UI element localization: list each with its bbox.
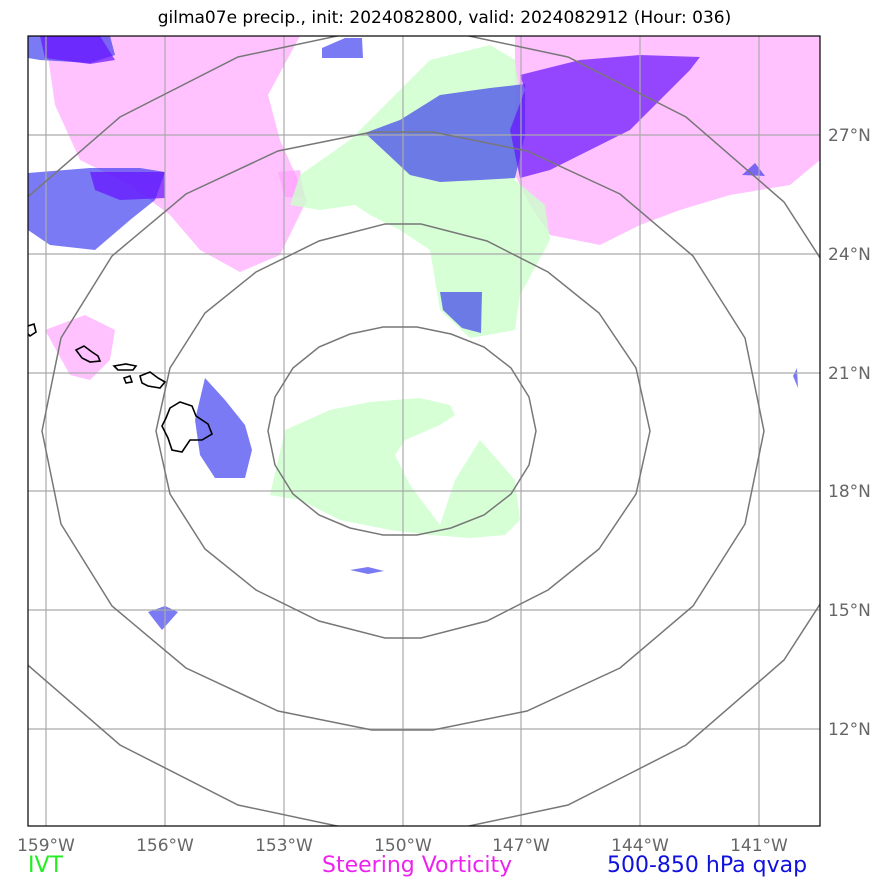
lat-label-24n: 24°N — [828, 245, 871, 265]
map-frame — [27, 35, 821, 827]
lon-label-150w: 150°W — [374, 836, 432, 856]
qvap-region-north — [365, 84, 525, 182]
lon-label-144w: 144°W — [611, 836, 669, 856]
lon-label-159w: 159°W — [17, 836, 75, 856]
legend-steering-vorticity: Steering Vorticity — [322, 853, 513, 878]
gridlines — [28, 36, 820, 826]
qvap-strong-region-northwest — [40, 36, 115, 64]
qvap-region-east — [793, 368, 798, 388]
ivt-region-south — [270, 398, 520, 538]
lat-label-21n: 21°N — [828, 364, 871, 384]
qvap-region-southwest — [148, 606, 178, 630]
legend-qvap: 500-850 hPa qvap — [607, 853, 808, 878]
island-oahu — [74, 345, 102, 363]
range-rings — [28, 36, 820, 826]
qvap-region-central — [440, 292, 482, 333]
map-title: gilma07e precip., init: 2024082800, vali… — [157, 8, 732, 28]
qvap-strong-field — [40, 36, 700, 200]
vorticity-region-northwest — [45, 36, 307, 272]
island-big-island — [161, 401, 213, 453]
lon-label-141w: 141°W — [730, 836, 788, 856]
range-ring-2 — [155, 223, 651, 639]
qvap-strong-region-northeast — [510, 55, 700, 178]
lat-label-27n: 27°N — [828, 126, 871, 146]
lon-label-156w: 156°W — [136, 836, 194, 856]
island-maui — [139, 371, 167, 389]
island-molokai — [112, 363, 138, 371]
qvap-region-south — [350, 567, 384, 574]
lat-label-18n: 18°N — [828, 482, 871, 502]
qvap-region-top — [322, 38, 363, 58]
island-lanai — [122, 374, 134, 384]
lat-label-15n: 15°N — [828, 601, 871, 621]
island-kauai — [28, 322, 37, 338]
qvap-region-hawaii — [195, 378, 252, 478]
lat-label-12n: 12°N — [828, 720, 871, 740]
qvap-strong-region-west — [90, 172, 165, 200]
legend-ivt: IVT — [28, 853, 63, 878]
range-ring-4 — [28, 36, 820, 826]
lon-label-153w: 153°W — [255, 836, 313, 856]
range-ring-1 — [267, 326, 537, 536]
lat-tick-labels: 27°N 24°N 21°N 18°N 15°N 12°N — [828, 126, 871, 740]
coastlines — [28, 322, 213, 453]
map-content — [28, 36, 820, 826]
lon-tick-labels: 159°W 156°W 153°W 150°W 147°W 144°W 141°… — [17, 836, 788, 856]
lon-label-147w: 147°W — [492, 836, 550, 856]
range-ring-3 — [41, 131, 765, 731]
